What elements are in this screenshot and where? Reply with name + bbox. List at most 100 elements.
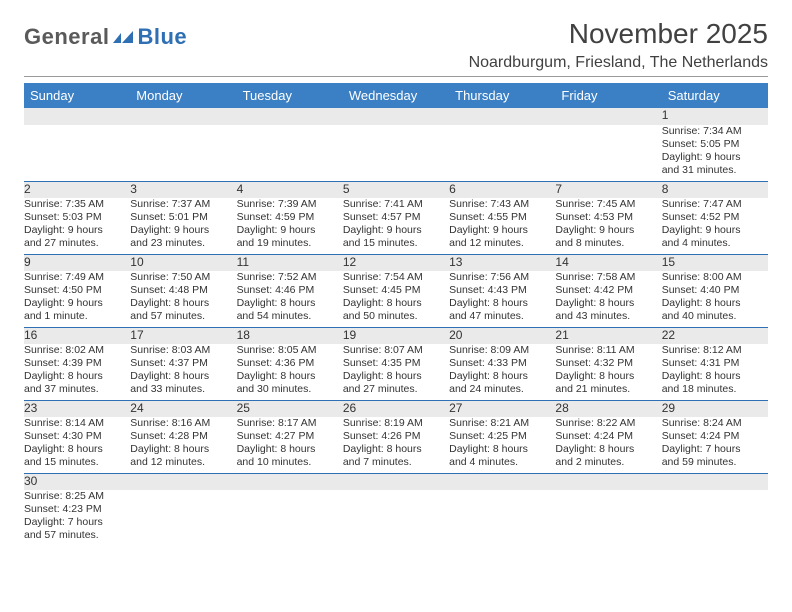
sunset-text: Sunset: 4:32 PM (555, 357, 661, 370)
sunset-text: Sunset: 4:52 PM (662, 211, 768, 224)
day-number-cell: 6 (449, 181, 555, 198)
sunrise-text: Sunrise: 8:07 AM (343, 344, 449, 357)
sunrise-text: Sunrise: 7:39 AM (237, 198, 343, 211)
sunrise-text: Sunrise: 7:54 AM (343, 271, 449, 284)
day-cell: Sunrise: 7:52 AMSunset: 4:46 PMDaylight:… (237, 271, 343, 327)
sunset-text: Sunset: 5:05 PM (662, 138, 768, 151)
daylight-text-line1: Daylight: 9 hours (555, 224, 661, 237)
daylight-text-line2: and 59 minutes. (662, 456, 768, 469)
daylight-text-line1: Daylight: 9 hours (449, 224, 555, 237)
day-cell: Sunrise: 8:25 AMSunset: 4:23 PMDaylight:… (24, 490, 130, 546)
day-cell (24, 125, 130, 181)
day-number-cell: 27 (449, 400, 555, 417)
day-cell: Sunrise: 8:16 AMSunset: 4:28 PMDaylight:… (130, 417, 236, 473)
day-number-cell (24, 108, 130, 125)
weekday-header: Tuesday (237, 83, 343, 108)
day-cell: Sunrise: 7:37 AMSunset: 5:01 PMDaylight:… (130, 198, 236, 254)
day-number-cell (449, 108, 555, 125)
sunrise-text: Sunrise: 7:52 AM (237, 271, 343, 284)
sunrise-text: Sunrise: 8:16 AM (130, 417, 236, 430)
day-number-cell: 2 (24, 181, 130, 198)
day-content-row: Sunrise: 7:35 AMSunset: 5:03 PMDaylight:… (24, 198, 768, 254)
daylight-text-line2: and 31 minutes. (662, 164, 768, 177)
daylight-text-line1: Daylight: 8 hours (555, 370, 661, 383)
logo-flag-icon (113, 29, 135, 45)
daylight-text-line1: Daylight: 7 hours (662, 443, 768, 456)
day-cell (130, 490, 236, 546)
sunset-text: Sunset: 4:53 PM (555, 211, 661, 224)
header: General Blue November 2025 Noardburgum, … (24, 18, 768, 72)
daylight-text-line1: Daylight: 9 hours (24, 224, 130, 237)
daylight-text-line2: and 27 minutes. (24, 237, 130, 250)
sunset-text: Sunset: 4:57 PM (343, 211, 449, 224)
day-cell (555, 490, 661, 546)
sunset-text: Sunset: 5:01 PM (130, 211, 236, 224)
day-number-row: 1 (24, 108, 768, 125)
day-cell (130, 125, 236, 181)
daylight-text-line2: and 12 minutes. (130, 456, 236, 469)
location-subtitle: Noardburgum, Friesland, The Netherlands (469, 54, 768, 72)
day-content-row: Sunrise: 7:34 AMSunset: 5:05 PMDaylight:… (24, 125, 768, 181)
day-cell (449, 125, 555, 181)
daylight-text-line2: and 24 minutes. (449, 383, 555, 396)
day-cell: Sunrise: 7:56 AMSunset: 4:43 PMDaylight:… (449, 271, 555, 327)
daylight-text-line2: and 54 minutes. (237, 310, 343, 323)
daylight-text-line2: and 30 minutes. (237, 383, 343, 396)
sunset-text: Sunset: 4:35 PM (343, 357, 449, 370)
day-cell: Sunrise: 8:21 AMSunset: 4:25 PMDaylight:… (449, 417, 555, 473)
daylight-text-line2: and 2 minutes. (555, 456, 661, 469)
day-number-cell: 10 (130, 254, 236, 271)
page-title: November 2025 (469, 18, 768, 50)
day-cell: Sunrise: 7:39 AMSunset: 4:59 PMDaylight:… (237, 198, 343, 254)
logo-text-blue: Blue (137, 24, 187, 50)
daylight-text-line2: and 18 minutes. (662, 383, 768, 396)
logo: General Blue (24, 24, 187, 50)
sunset-text: Sunset: 4:23 PM (24, 503, 130, 516)
day-number-cell: 18 (237, 327, 343, 344)
sunset-text: Sunset: 4:26 PM (343, 430, 449, 443)
sunrise-text: Sunrise: 8:03 AM (130, 344, 236, 357)
sunrise-text: Sunrise: 7:58 AM (555, 271, 661, 284)
day-number-cell: 19 (343, 327, 449, 344)
day-cell: Sunrise: 7:35 AMSunset: 5:03 PMDaylight:… (24, 198, 130, 254)
daylight-text-line2: and 50 minutes. (343, 310, 449, 323)
day-number-cell: 1 (662, 108, 768, 125)
day-cell (237, 125, 343, 181)
daylight-text-line1: Daylight: 8 hours (237, 370, 343, 383)
sunrise-text: Sunrise: 7:34 AM (662, 125, 768, 138)
daylight-text-line2: and 47 minutes. (449, 310, 555, 323)
daylight-text-line2: and 15 minutes. (24, 456, 130, 469)
calendar-table: Sunday Monday Tuesday Wednesday Thursday… (24, 83, 768, 546)
daylight-text-line2: and 37 minutes. (24, 383, 130, 396)
daylight-text-line2: and 1 minute. (24, 310, 130, 323)
day-cell: Sunrise: 8:14 AMSunset: 4:30 PMDaylight:… (24, 417, 130, 473)
day-number-cell (130, 108, 236, 125)
daylight-text-line2: and 27 minutes. (343, 383, 449, 396)
day-cell (555, 125, 661, 181)
day-number-cell: 23 (24, 400, 130, 417)
sunrise-text: Sunrise: 8:25 AM (24, 490, 130, 503)
daylight-text-line1: Daylight: 9 hours (24, 297, 130, 310)
daylight-text-line1: Daylight: 8 hours (237, 443, 343, 456)
day-cell (237, 490, 343, 546)
sunset-text: Sunset: 4:24 PM (662, 430, 768, 443)
day-cell: Sunrise: 7:49 AMSunset: 4:50 PMDaylight:… (24, 271, 130, 327)
day-content-row: Sunrise: 8:02 AMSunset: 4:39 PMDaylight:… (24, 344, 768, 400)
day-number-cell: 30 (24, 473, 130, 490)
weekday-header-row: Sunday Monday Tuesday Wednesday Thursday… (24, 83, 768, 108)
day-cell: Sunrise: 8:11 AMSunset: 4:32 PMDaylight:… (555, 344, 661, 400)
day-cell: Sunrise: 8:22 AMSunset: 4:24 PMDaylight:… (555, 417, 661, 473)
day-cell: Sunrise: 8:00 AMSunset: 4:40 PMDaylight:… (662, 271, 768, 327)
day-cell: Sunrise: 7:50 AMSunset: 4:48 PMDaylight:… (130, 271, 236, 327)
day-number-cell: 7 (555, 181, 661, 198)
daylight-text-line1: Daylight: 8 hours (24, 443, 130, 456)
sunrise-text: Sunrise: 8:02 AM (24, 344, 130, 357)
day-number-cell: 25 (237, 400, 343, 417)
sunrise-text: Sunrise: 7:41 AM (343, 198, 449, 211)
sunset-text: Sunset: 4:59 PM (237, 211, 343, 224)
day-cell: Sunrise: 7:45 AMSunset: 4:53 PMDaylight:… (555, 198, 661, 254)
day-number-row: 9101112131415 (24, 254, 768, 271)
day-number-cell: 13 (449, 254, 555, 271)
day-number-row: 30 (24, 473, 768, 490)
daylight-text-line1: Daylight: 8 hours (449, 297, 555, 310)
